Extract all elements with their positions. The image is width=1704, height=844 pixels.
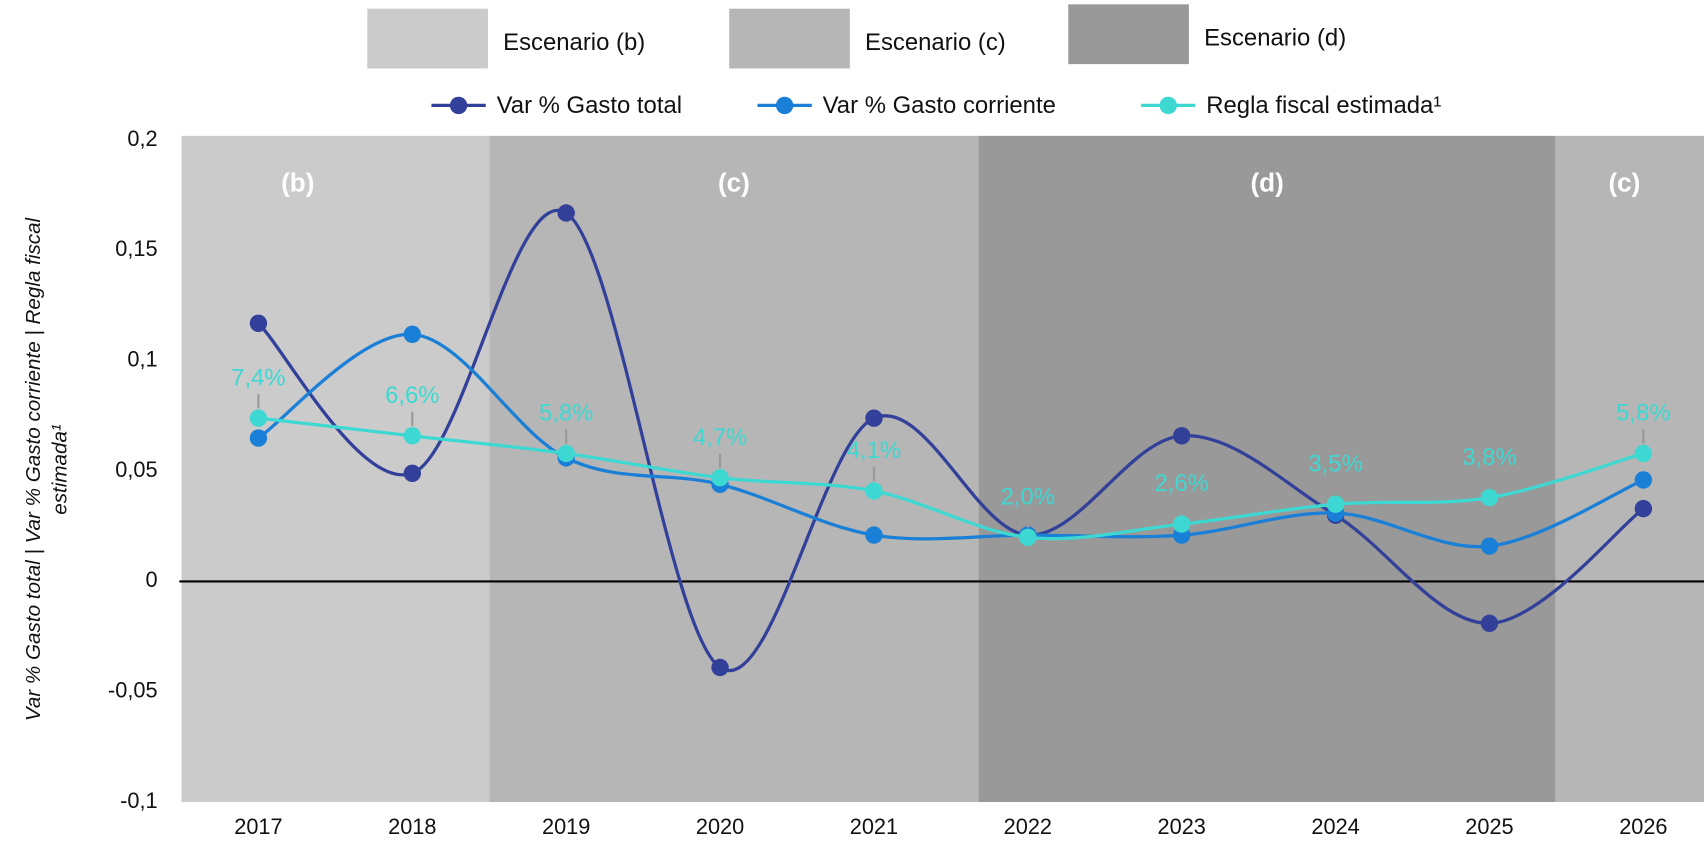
data-point	[1173, 427, 1191, 445]
data-point	[711, 658, 729, 677]
y-tick-label: 0,05	[115, 457, 157, 482]
data-label: 5,8%	[1616, 400, 1670, 427]
y-tick-label: -0,05	[108, 677, 158, 702]
data-point	[711, 469, 729, 487]
data-point	[1480, 488, 1499, 507]
data-point	[1480, 614, 1499, 633]
legend-swatch	[367, 8, 488, 69]
legend-marker	[1159, 96, 1177, 115]
data-point	[557, 204, 575, 222]
data-label: 2,6%	[1154, 470, 1208, 497]
legend-marker	[449, 96, 468, 115]
series-line	[257, 332, 1645, 549]
data-label: 4,7%	[693, 424, 747, 451]
y-axis-title-line: estimada¹	[48, 424, 71, 515]
data-point	[249, 409, 268, 427]
data-label: 3,5%	[1308, 450, 1362, 477]
x-tick-label: 2025	[1465, 814, 1513, 839]
data-point	[865, 409, 883, 427]
x-tick-label: 2024	[1311, 814, 1359, 839]
region-label: (c)	[718, 168, 750, 198]
legend-swatch	[1068, 4, 1189, 65]
data-point	[1019, 528, 1037, 547]
legend-label: Var % Gasto total	[497, 92, 682, 119]
data-label: 4,1%	[847, 437, 901, 464]
region-label: (d)	[1250, 168, 1283, 198]
region-label: (c)	[1608, 168, 1640, 198]
legend-label: Escenario (d)	[1204, 24, 1346, 51]
x-tick-label: 2022	[1004, 814, 1052, 839]
legend-marker	[775, 96, 794, 115]
data-point	[249, 314, 268, 333]
y-tick-label: 0,2	[127, 126, 157, 151]
legend-label: Regla fiscal estimada¹	[1206, 92, 1441, 119]
data-point	[249, 429, 268, 447]
x-tick-label: 2026	[1619, 814, 1667, 839]
data-point	[1326, 495, 1345, 513]
data-point	[1634, 471, 1653, 489]
data-label: 5,8%	[539, 400, 593, 427]
data-point	[403, 325, 422, 344]
data-point	[403, 464, 422, 483]
x-tick-label: 2019	[542, 814, 590, 839]
series-line	[258, 416, 1644, 541]
y-tick-label: 0,15	[115, 236, 157, 261]
data-point	[865, 526, 883, 544]
data-point	[403, 427, 422, 445]
data-label: 3,8%	[1462, 444, 1516, 471]
x-tick-label: 2017	[234, 814, 282, 839]
region-label: (b)	[281, 168, 314, 198]
y-tick-label: 0	[145, 567, 157, 592]
x-tick-label: 2023	[1158, 814, 1206, 839]
scenario-region	[489, 135, 979, 803]
data-label: 2,0%	[1001, 483, 1055, 510]
legend-label: Escenario (b)	[503, 29, 645, 56]
x-tick-label: 2018	[388, 814, 436, 839]
data-point	[1634, 499, 1653, 518]
x-tick-label: 2021	[850, 814, 898, 839]
y-axis-title: Var % Gasto total | Var % Gasto corrient…	[22, 216, 71, 721]
legend-swatch	[729, 8, 850, 69]
legend-label: Var % Gasto corriente	[823, 92, 1056, 119]
scenario-region	[1555, 135, 1704, 803]
y-axis-title-line: Var % Gasto total | Var % Gasto corrient…	[22, 216, 45, 721]
data-point	[557, 444, 575, 463]
legend-label: Escenario (c)	[865, 29, 1006, 56]
data-point	[865, 482, 883, 500]
data-label: 6,6%	[385, 382, 439, 409]
data-point	[1480, 537, 1499, 555]
data-point	[1634, 444, 1653, 463]
scenario-region	[181, 135, 490, 803]
y-tick-label: -0,1	[120, 788, 157, 813]
y-tick-label: 0,1	[127, 347, 157, 372]
data-label: 7,4%	[231, 364, 285, 391]
data-point	[1173, 515, 1191, 533]
x-tick-label: 2020	[696, 814, 744, 839]
